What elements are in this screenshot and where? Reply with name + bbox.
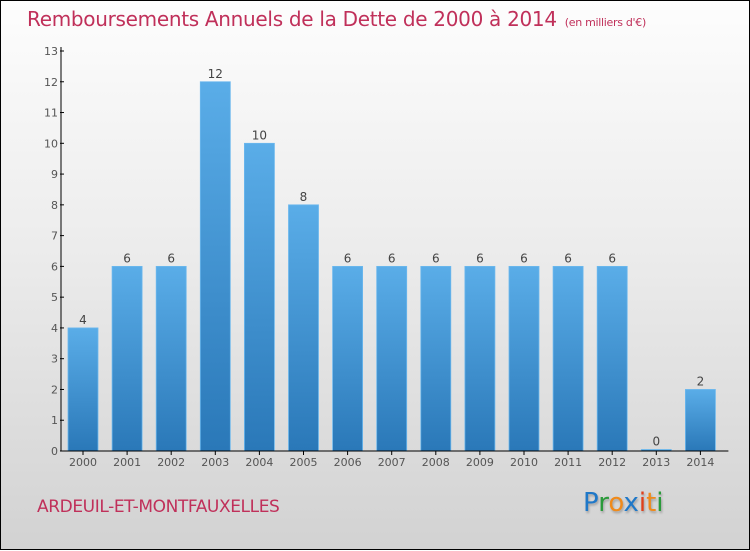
x-tick-label: 2008 [422, 456, 450, 469]
y-tick-label: 2 [51, 383, 58, 396]
x-tick-label: 2002 [157, 456, 185, 469]
x-tick-label: 2014 [686, 456, 714, 469]
y-tick-label: 4 [51, 322, 58, 335]
bar-2005 [288, 204, 319, 452]
title-unit: (en milliers d'€) [564, 16, 646, 29]
logo-letter: t [646, 488, 657, 518]
bar-2000 [67, 327, 99, 452]
x-tick-label: 2005 [290, 456, 318, 469]
bar-2011 [552, 265, 584, 452]
bar-value-label: 6 [608, 251, 616, 265]
logo-letter: i [638, 488, 647, 518]
y-tick-label: 8 [51, 199, 58, 212]
bar-value-label: 10 [252, 128, 267, 142]
bar-value-label: 2 [697, 374, 705, 388]
bar-value-label: 6 [388, 251, 396, 265]
logo-letter: x [623, 488, 639, 518]
bar-value-label: 6 [520, 251, 528, 265]
logo-letter: o [608, 488, 624, 518]
logo-letter: r [598, 488, 609, 518]
x-tick-label: 2010 [510, 456, 538, 469]
x-tick-label: 2006 [334, 456, 362, 469]
y-tick-label: 10 [44, 137, 58, 150]
bar-2002 [155, 265, 187, 452]
bar-2007 [376, 265, 408, 452]
y-tick-label: 9 [51, 168, 58, 181]
x-tick-label: 2012 [598, 456, 626, 469]
bar-2009 [464, 265, 496, 452]
x-tick-label: 2011 [554, 456, 582, 469]
bar-2010 [508, 265, 540, 452]
axes-group: 2000 2001 2002 2003 2004 2005 2006 2007 2008 2009… [44, 45, 729, 469]
y-tick-label: 1 [51, 414, 58, 427]
bar-2004 [243, 142, 275, 452]
proxiti-logo: Proxiti [583, 488, 664, 518]
x-tick-label: 2000 [69, 456, 97, 469]
chart-title: Remboursements Annuels de la Dette de 20… [27, 7, 646, 31]
bar-value-label: 6 [432, 251, 440, 265]
x-tick-label: 2003 [201, 456, 229, 469]
x-tick-label: 2001 [113, 456, 141, 469]
bar-value-label: 0 [652, 435, 660, 449]
bar-2001 [111, 265, 143, 452]
y-tick-label: 7 [51, 230, 58, 243]
bar-2003 [199, 81, 231, 452]
bar-value-label: 6 [167, 251, 175, 265]
x-tick-label: 2007 [378, 456, 406, 469]
logo-letter: i [656, 488, 664, 518]
bar-value-label: 8 [300, 190, 308, 204]
x-tick-label: 2009 [466, 456, 494, 469]
y-tick-label: 12 [44, 76, 58, 89]
bar-value-label: 6 [344, 251, 352, 265]
x-tick-label: 2004 [245, 456, 273, 469]
x-tick-label: 2013 [642, 456, 670, 469]
bar-2014 [685, 389, 716, 452]
city-name: ARDEUIL-ET-MONTFAUXELLES [37, 497, 280, 517]
y-tick-label: 6 [51, 260, 58, 273]
bar-value-label: 6 [476, 251, 484, 265]
bar-value-label: 6 [123, 251, 131, 265]
bar-value-label: 4 [79, 313, 87, 327]
y-tick-label: 13 [44, 45, 58, 58]
bar-value-label: 6 [564, 251, 572, 265]
bar-2006 [332, 265, 364, 452]
bar-2008 [420, 265, 452, 452]
bar-2012 [596, 265, 628, 452]
bars-group: 4 6 6 12 10 8 6 6 6 6 6 6 6 0 2 [67, 67, 716, 452]
logo-letter: P [583, 488, 599, 518]
y-tick-label: 0 [51, 445, 58, 458]
title-main: Remboursements Annuels de la Dette de 20… [27, 7, 557, 31]
bar-value-label: 12 [208, 67, 223, 81]
y-tick-label: 5 [51, 291, 58, 304]
y-tick-label: 11 [44, 107, 58, 120]
y-tick-label: 3 [51, 353, 58, 366]
